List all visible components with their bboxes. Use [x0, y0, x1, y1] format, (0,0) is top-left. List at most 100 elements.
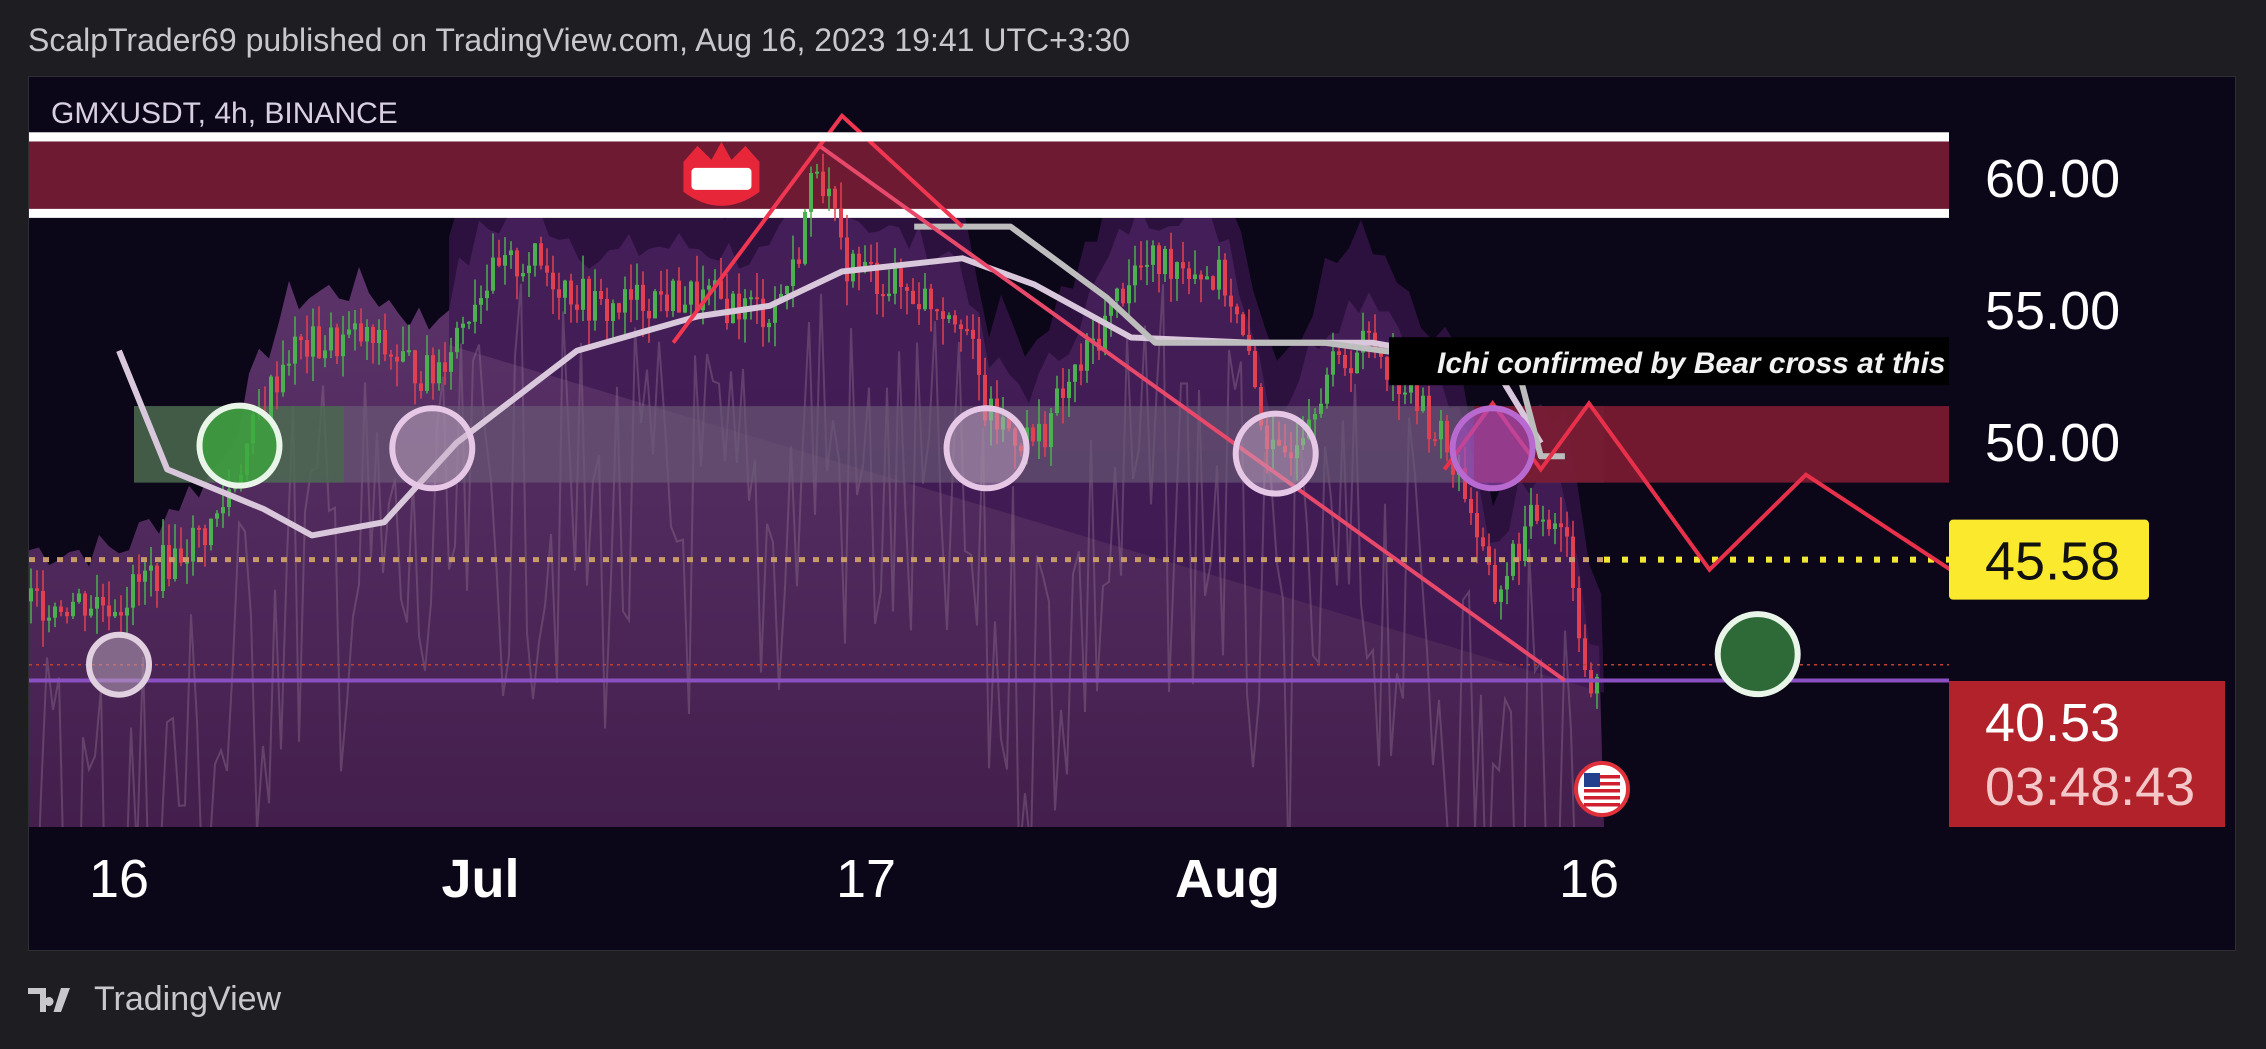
candle: [1049, 408, 1053, 466]
candle-body: [569, 280, 573, 305]
candle-body: [455, 327, 459, 353]
candle: [545, 248, 549, 287]
candle: [869, 244, 873, 282]
candle-body: [131, 574, 135, 608]
flag-canton: [1584, 773, 1600, 787]
candle-body: [1211, 276, 1215, 290]
candle: [197, 525, 201, 548]
candle-body: [1415, 375, 1419, 411]
candle-body: [797, 259, 801, 264]
candle: [533, 243, 537, 277]
candle-body: [575, 304, 579, 310]
pink-circle[interactable]: [389, 405, 476, 492]
candle-body: [653, 291, 657, 319]
candle: [1523, 505, 1527, 567]
candle-body: [515, 250, 519, 277]
candle: [1223, 253, 1227, 307]
candle-body: [893, 268, 897, 294]
candle-body: [1271, 439, 1275, 450]
y-tick-label: 50.00: [1985, 413, 2120, 473]
candle-body: [1289, 452, 1293, 459]
us-flag-icon[interactable]: [1574, 761, 1630, 817]
candle: [1349, 350, 1353, 393]
candle-body: [149, 565, 153, 571]
candle-body: [965, 329, 969, 332]
pink-circle[interactable]: [1232, 410, 1319, 497]
candle-body: [1043, 423, 1047, 448]
price-chart[interactable]: GMXUSDT, 4h, BINANCE Ichi confirmed by Be…: [29, 77, 2235, 950]
candle-body: [839, 208, 843, 238]
purple-circle[interactable]: [1449, 405, 1536, 492]
candle: [401, 326, 405, 363]
candle: [827, 167, 831, 211]
candle-body: [1577, 587, 1581, 639]
candle: [65, 607, 69, 624]
current-price-tag[interactable]: [1949, 681, 2225, 827]
candle-body: [1193, 274, 1197, 280]
candle-body: [1517, 543, 1521, 562]
candle-body: [1553, 523, 1557, 530]
candle-body: [1085, 339, 1089, 371]
candle: [575, 285, 579, 323]
candle: [95, 574, 99, 634]
candle-body: [317, 326, 321, 359]
candle: [923, 273, 927, 311]
candle-body: [917, 304, 921, 310]
candle-body: [1175, 262, 1179, 279]
candle-body: [749, 297, 753, 300]
green-circle[interactable]: [196, 402, 283, 489]
candle-body: [179, 548, 183, 563]
candle: [293, 316, 297, 385]
candle-body: [911, 290, 915, 305]
candle: [1055, 375, 1059, 416]
candle: [161, 519, 165, 599]
candle-body: [947, 315, 951, 319]
candle-body: [1151, 245, 1155, 265]
target-circle[interactable]: [1714, 611, 1801, 698]
candle: [1241, 312, 1245, 337]
candle-body: [1223, 259, 1227, 296]
candle-body: [869, 261, 873, 264]
candle: [635, 263, 639, 321]
pink-circle[interactable]: [943, 405, 1030, 492]
candle-body: [1235, 306, 1239, 315]
candle-body: [1013, 428, 1017, 446]
candle: [833, 185, 837, 222]
tradingview-brand[interactable]: TradingView: [28, 980, 281, 1019]
candle-body: [815, 171, 819, 174]
candle-body: [1001, 417, 1005, 430]
chart-frame[interactable]: GMXUSDT, 4h, BINANCE Ichi confirmed by Be…: [28, 76, 2236, 951]
candle-body: [713, 280, 717, 286]
candle: [599, 278, 603, 306]
candle: [1013, 427, 1017, 469]
candle-body: [623, 289, 627, 313]
candle: [365, 319, 369, 361]
candle-body: [611, 303, 615, 321]
candle: [395, 344, 399, 387]
candle-body: [1163, 248, 1167, 275]
candle: [641, 271, 645, 337]
candle-body: [1199, 274, 1203, 280]
candle: [1109, 300, 1113, 337]
target-price-tag[interactable]: [1949, 519, 2149, 600]
candle: [1289, 432, 1293, 476]
candle: [1385, 356, 1389, 392]
candle-body: [1331, 351, 1335, 375]
candle: [593, 269, 597, 331]
candle: [1469, 487, 1473, 525]
candle-body: [617, 303, 621, 313]
grey-half-circle[interactable]: [86, 631, 152, 698]
candle-body: [509, 250, 513, 256]
candle: [149, 546, 153, 597]
candle-body: [1157, 245, 1161, 275]
event-flag-icon[interactable]: [683, 141, 760, 206]
candle: [761, 279, 765, 347]
candle: [287, 350, 291, 376]
candle: [665, 269, 669, 318]
candle-body: [395, 356, 399, 362]
candle-body: [959, 324, 963, 330]
candle: [299, 334, 303, 360]
candle: [941, 297, 945, 345]
candle-body: [1439, 420, 1443, 440]
lagging-line: [914, 223, 1565, 460]
